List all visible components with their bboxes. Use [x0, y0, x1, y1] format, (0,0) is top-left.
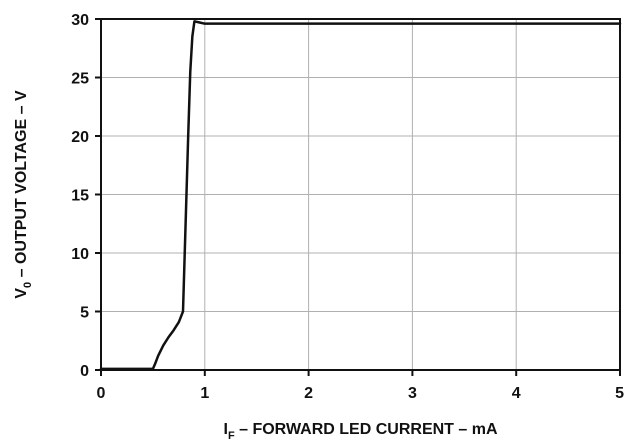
x-tick-label-3: 3	[408, 385, 417, 402]
y-tick-label-5: 25	[71, 71, 89, 88]
y-tick-label-1: 5	[80, 305, 89, 322]
x-axis-title-sub: F	[228, 430, 235, 442]
y-tick-label-6: 30	[71, 12, 89, 29]
y-tick-label-0: 0	[80, 363, 89, 380]
x-tick-label-0: 0	[97, 385, 106, 402]
y-tick-label-4: 20	[71, 129, 89, 146]
y-tick-label-2: 10	[71, 246, 89, 263]
x-tick-label-5: 5	[615, 385, 624, 402]
x-tick-label-2: 2	[304, 385, 313, 402]
grid-layer	[101, 19, 620, 370]
y-axis-title-main: V	[13, 288, 30, 299]
x-tick-labels: 0 1 2 3 4 5	[97, 370, 624, 402]
y-tick-label-3: 15	[71, 188, 89, 205]
x-tick-label-4: 4	[512, 385, 521, 402]
x-axis-title-main: I	[223, 421, 227, 438]
x-axis-title-rest: – FORWARD LED CURRENT – mA	[235, 421, 498, 438]
y-axis-title-sub: 0	[22, 282, 34, 288]
y-axis-title: V0 – OUTPUT VOLTAGE – V	[13, 90, 34, 299]
series-line-0	[99, 20, 622, 371]
x-tick-label-1: 1	[200, 385, 209, 402]
series-layer	[99, 20, 622, 371]
y-tick-labels: 0 5 10 15 20 25 30	[71, 12, 101, 380]
y-axis-title-rest: – OUTPUT VOLTAGE – V	[13, 90, 30, 282]
x-axis-title: IF – FORWARD LED CURRENT – mA	[223, 421, 497, 442]
